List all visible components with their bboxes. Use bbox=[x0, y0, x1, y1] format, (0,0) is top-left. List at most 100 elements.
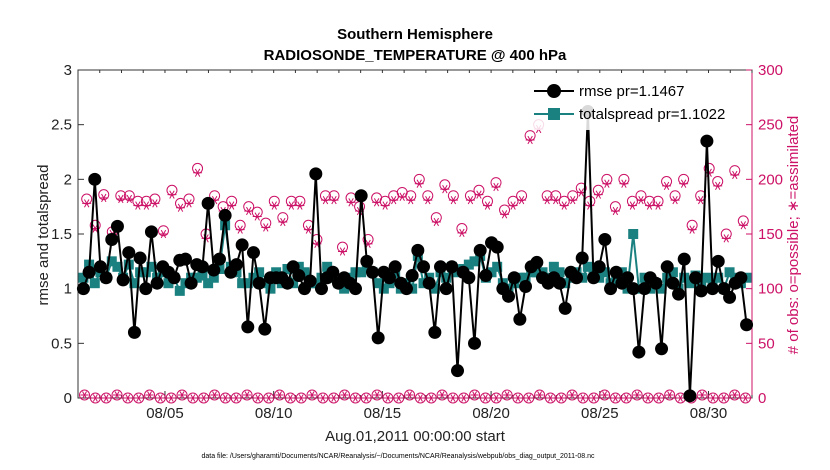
y-tick-label: 2 bbox=[64, 171, 72, 188]
obs-possible-zero-point bbox=[263, 392, 275, 404]
totalspread-point bbox=[548, 261, 559, 272]
asterisk-stroke bbox=[407, 391, 413, 399]
rmse-point bbox=[292, 269, 306, 283]
obs-assimilated-point bbox=[559, 201, 569, 210]
asterisk-stroke bbox=[352, 394, 358, 402]
obs-assimilated-point bbox=[653, 201, 663, 210]
obs-possible-zero-point bbox=[144, 389, 156, 401]
obs-assimilated-point bbox=[713, 181, 723, 191]
asterisk-stroke bbox=[578, 188, 584, 197]
rmse-point bbox=[105, 232, 119, 246]
obs-assimilated-zero-point bbox=[665, 391, 674, 399]
obs-possible-zero-point bbox=[230, 392, 242, 404]
asterisk-stroke bbox=[390, 195, 397, 205]
totalspread-point bbox=[441, 272, 452, 283]
totalspread-point bbox=[429, 283, 440, 294]
rmse-point bbox=[740, 318, 754, 332]
rmse-point bbox=[218, 208, 232, 222]
rmse-point bbox=[144, 225, 158, 239]
obs-assimilated-zero-point bbox=[438, 391, 447, 399]
obs-assimilated-zero-point bbox=[535, 391, 544, 399]
asterisk-stroke bbox=[459, 228, 465, 238]
totalspread-point bbox=[140, 267, 151, 278]
asterisk-stroke bbox=[467, 195, 474, 205]
obs-possible-zero-point bbox=[414, 392, 426, 404]
obs-assimilated-zero-point bbox=[492, 394, 501, 402]
obs-possible-point bbox=[115, 190, 127, 202]
obs-assimilated-point bbox=[730, 170, 740, 180]
obs-possible-zero-point bbox=[447, 392, 459, 404]
obs-possible-zero-point bbox=[739, 392, 751, 404]
obs-assimilated-point bbox=[116, 194, 126, 204]
asterisk-stroke bbox=[143, 201, 150, 210]
asterisk-stroke bbox=[135, 201, 141, 210]
rmse-point bbox=[122, 246, 136, 260]
obs-possible-zero-point bbox=[523, 392, 535, 404]
rmse-point bbox=[502, 289, 516, 303]
totalspread-point bbox=[469, 256, 480, 267]
rmse-point bbox=[99, 271, 113, 285]
rmse-point bbox=[734, 271, 748, 285]
rmse-point bbox=[139, 282, 153, 296]
asterisk-stroke bbox=[374, 391, 380, 399]
totalspread-point bbox=[265, 283, 276, 294]
obs-possible-zero-point bbox=[653, 392, 665, 404]
asterisk-stroke bbox=[320, 394, 326, 402]
rmse-point bbox=[360, 254, 374, 268]
totalspread-point bbox=[724, 267, 735, 278]
rmse-point bbox=[683, 389, 697, 403]
obs-possible-zero-point bbox=[729, 389, 741, 401]
obs-assimilated-point bbox=[525, 135, 535, 145]
obs-assimilated-point bbox=[457, 228, 467, 238]
totalspread-point bbox=[322, 261, 333, 272]
obs-assimilated-point bbox=[397, 192, 407, 201]
obs-assimilated-point bbox=[721, 234, 731, 243]
obs-assimilated-zero-point bbox=[578, 394, 587, 402]
asterisk-stroke bbox=[103, 394, 109, 402]
asterisk-stroke bbox=[322, 195, 329, 205]
totalspread-point bbox=[713, 272, 724, 283]
rmse-point bbox=[88, 172, 102, 186]
y2-axis-label: # of obs: o=possible; ∗=assimilated bbox=[785, 116, 802, 355]
obs-assimilated-zero-point bbox=[546, 394, 555, 402]
rmse-point bbox=[354, 189, 368, 203]
y2-tick-label: 200 bbox=[758, 171, 783, 188]
obs-assimilated-point bbox=[295, 201, 305, 210]
obs-assimilated-point bbox=[141, 201, 151, 210]
obs-possible-zero-point bbox=[631, 389, 643, 401]
obs-possible-zero-point bbox=[696, 389, 708, 401]
rmse-point bbox=[694, 284, 708, 298]
rmse-point bbox=[411, 243, 425, 257]
asterisk-stroke bbox=[382, 201, 388, 210]
obs-assimilated-zero-point bbox=[589, 394, 598, 402]
x-tick-label: 08/10 bbox=[255, 405, 293, 422]
rmse-point bbox=[388, 260, 402, 274]
asterisk-stroke bbox=[646, 201, 653, 210]
y2-tick-label: 300 bbox=[758, 62, 783, 79]
obs-assimilated-point bbox=[346, 198, 356, 207]
rmse-point bbox=[258, 322, 272, 336]
asterisk-stroke bbox=[408, 195, 414, 205]
obs-possible-zero-point bbox=[284, 392, 296, 404]
asterisk-stroke bbox=[84, 199, 90, 208]
x-tick-label: 08/30 bbox=[690, 405, 728, 422]
asterisk-stroke bbox=[518, 195, 525, 205]
rmse-point bbox=[666, 276, 680, 290]
rmse-point bbox=[252, 276, 266, 290]
totalspread-point bbox=[378, 283, 389, 294]
totalspread-point bbox=[248, 272, 259, 283]
asterisk-stroke bbox=[305, 225, 312, 234]
obs-possible-zero-point bbox=[187, 392, 199, 404]
rmse-point bbox=[468, 336, 482, 350]
obs-assimilated-zero-point bbox=[221, 394, 230, 402]
obs-possible-zero-point bbox=[306, 389, 318, 401]
rmse-point bbox=[592, 260, 606, 274]
obs-possible-zero-point bbox=[718, 392, 730, 404]
asterisk-stroke bbox=[298, 394, 304, 402]
obs-assimilated-point bbox=[158, 229, 168, 239]
obs-possible-zero-point bbox=[79, 389, 91, 401]
obs-assimilated-zero-point bbox=[622, 394, 631, 402]
obs-assimilated-zero-point bbox=[708, 394, 717, 402]
obs-assimilated-point bbox=[406, 195, 416, 205]
totalspread-point bbox=[242, 278, 253, 289]
